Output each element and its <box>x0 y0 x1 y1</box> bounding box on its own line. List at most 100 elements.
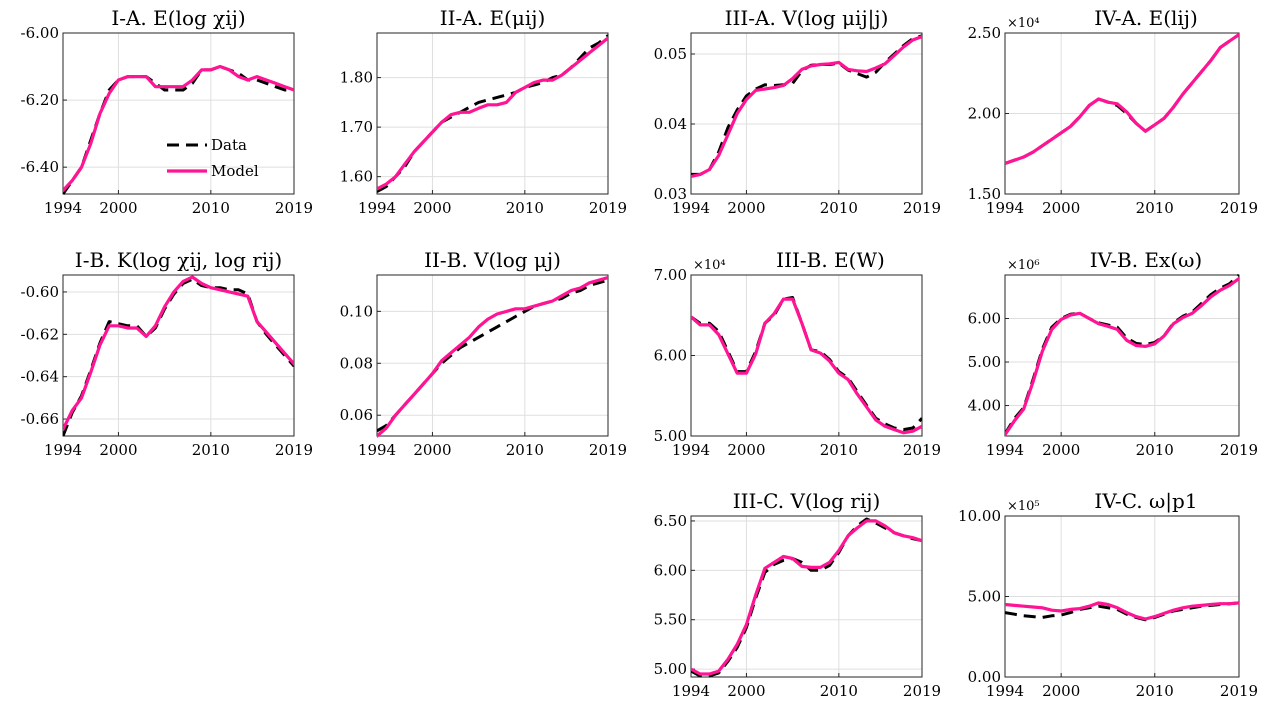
plot-border <box>376 274 609 437</box>
plot-border <box>690 274 923 437</box>
y-tick-label: 0.00 <box>968 668 1001 686</box>
x-tick-label: 1994 <box>44 441 82 459</box>
panel-ib: 1994 2000 2010 2019 -0.60 -0.62 -0.64 -0.66 I-B.… <box>21 248 314 459</box>
y-tick-label: 5.00 <box>654 660 687 678</box>
y-tick-label: 0.05 <box>654 45 687 63</box>
panel-title: I-B. K(log χij, log rij) <box>75 248 282 272</box>
plot-frame <box>376 274 609 437</box>
y-tick-label: -6.00 <box>21 24 59 42</box>
y-tick-label: 5.00 <box>968 353 1001 371</box>
plot-border <box>690 515 923 678</box>
panel-ia: 1994 2000 2010 2019 -6.00 -6.20 -6.40 I-A. E(lo… <box>21 6 314 217</box>
x-tick-label: 2019 <box>903 441 941 459</box>
x-tick-label: 2010 <box>192 441 230 459</box>
x-tick-label: 2000 <box>1042 441 1080 459</box>
panel-ivb: 1994 2000 2010 2019 6.00 5.00 4.00 ×10⁶ IV-B. Ex… <box>968 248 1259 459</box>
x-tick-label: 2010 <box>1136 441 1174 459</box>
series-line-model <box>63 275 294 432</box>
x-tick-label: 1994 <box>986 441 1024 459</box>
x-tick-label: 1994 <box>358 441 396 459</box>
y-tick-label: 5.00 <box>654 427 687 445</box>
y-tick-label: 2.00 <box>968 105 1001 123</box>
x-tick-label: 2010 <box>506 441 544 459</box>
x-tick-label: 2000 <box>1042 199 1080 217</box>
legend: Data Model <box>167 136 259 180</box>
x-tick-label: 2000 <box>413 199 451 217</box>
plot-frame <box>1004 274 1240 437</box>
x-tick-label: 1994 <box>672 682 710 700</box>
series-line-model <box>377 36 608 191</box>
plot-frame <box>62 274 295 437</box>
y-tick-label: 0.06 <box>340 406 373 424</box>
axis-multiplier: ×10⁵ <box>1007 499 1040 514</box>
legend-label-model: Model <box>211 162 259 180</box>
y-tick-label: 6.00 <box>654 347 687 365</box>
y-tick-label: 1.70 <box>340 118 373 136</box>
x-tick-label: 2019 <box>1220 199 1258 217</box>
x-tick-label: 1994 <box>672 199 710 217</box>
panel-iib: 1994 2000 2010 2019 0.10 0.08 0.06 II-B. V(log … <box>340 248 628 459</box>
plot-border <box>1004 32 1240 195</box>
x-tick-label: 2010 <box>192 199 230 217</box>
y-tick-label: 6.50 <box>654 512 687 530</box>
panel-title: IV-A. E(lij) <box>1094 6 1198 30</box>
plot-frame <box>690 515 923 678</box>
axis-multiplier: ×10⁴ <box>1007 16 1040 31</box>
y-tick-label: 1.80 <box>340 69 373 87</box>
plot-border <box>376 32 609 195</box>
y-tick-label: -0.64 <box>21 368 59 386</box>
y-tick-label: -0.66 <box>21 410 59 428</box>
y-tick-label: -0.62 <box>21 325 59 343</box>
y-tick-label: 5.00 <box>968 588 1001 606</box>
y-tick-label: 0.04 <box>654 115 687 133</box>
y-tick-label: 7.00 <box>654 266 687 284</box>
series-line-model <box>63 64 294 193</box>
panel-title: IV-B. Ex(ω) <box>1090 248 1202 272</box>
x-tick-label: 2019 <box>275 199 313 217</box>
y-tick-label: 1.60 <box>340 168 373 186</box>
x-tick-label: 2000 <box>99 441 137 459</box>
x-tick-label: 1994 <box>672 441 710 459</box>
x-tick-label: 2010 <box>506 199 544 217</box>
y-tick-label: 0.08 <box>340 354 373 372</box>
series-line-model <box>691 519 922 676</box>
axis-multiplier: ×10⁶ <box>1007 258 1040 273</box>
y-tick-label: 5.50 <box>654 611 687 629</box>
x-tick-label: 2019 <box>903 682 941 700</box>
series-line-data <box>377 278 608 433</box>
x-tick-label: 2019 <box>1220 682 1258 700</box>
panel-ivc: 1994 2000 2010 2019 10.00 5.00 0.00 ×10⁵ IV-C. ω… <box>958 489 1258 700</box>
x-tick-label: 1994 <box>358 199 396 217</box>
panel-title: IV-C. ω|p1 <box>1094 489 1197 514</box>
x-tick-label: 2019 <box>903 199 941 217</box>
x-tick-label: 2010 <box>1136 199 1174 217</box>
series-line-model <box>1005 32 1239 165</box>
y-tick-label: -6.20 <box>21 91 59 109</box>
panel-title: II-A. E(μij) <box>440 6 546 30</box>
panel-iiib: 1994 2000 2010 2019 7.00 6.00 5.00 ×10⁴ III-B. E… <box>654 248 942 459</box>
x-tick-label: 2010 <box>820 441 858 459</box>
x-tick-label: 2000 <box>1042 682 1080 700</box>
plot-border <box>1004 274 1240 437</box>
axis-multiplier: ×10⁴ <box>693 258 726 273</box>
y-tick-label: 0.10 <box>340 302 373 320</box>
y-tick-label: 0.03 <box>654 185 687 203</box>
x-tick-label: 2010 <box>820 682 858 700</box>
x-tick-label: 2019 <box>589 441 627 459</box>
series-line-model <box>1005 601 1239 621</box>
x-tick-label: 1994 <box>986 682 1024 700</box>
panel-iia: 1994 2000 2010 2019 1.80 1.70 1.60 II-A. E(μij) <box>340 6 628 217</box>
panel-iva: 1994 2000 2010 2019 2.50 2.00 1.50 ×10⁴ IV-A. E(… <box>968 6 1259 217</box>
plot-border <box>1004 515 1240 678</box>
x-tick-label: 2000 <box>99 199 137 217</box>
y-tick-label: 4.00 <box>968 397 1001 415</box>
y-tick-label: -6.40 <box>21 158 59 176</box>
series-line-model <box>377 276 608 438</box>
panel-iiic: 1994 2000 2010 2019 6.50 6.00 5.50 5.00 III-C. V… <box>654 489 942 700</box>
x-tick-label: 1994 <box>986 199 1024 217</box>
x-tick-label: 2019 <box>275 441 313 459</box>
x-tick-label: 2010 <box>1136 682 1174 700</box>
y-tick-label: -0.60 <box>21 283 59 301</box>
panel-iiia: 1994 2000 2010 2019 0.05 0.04 0.03 III-A. V(log… <box>654 6 942 217</box>
